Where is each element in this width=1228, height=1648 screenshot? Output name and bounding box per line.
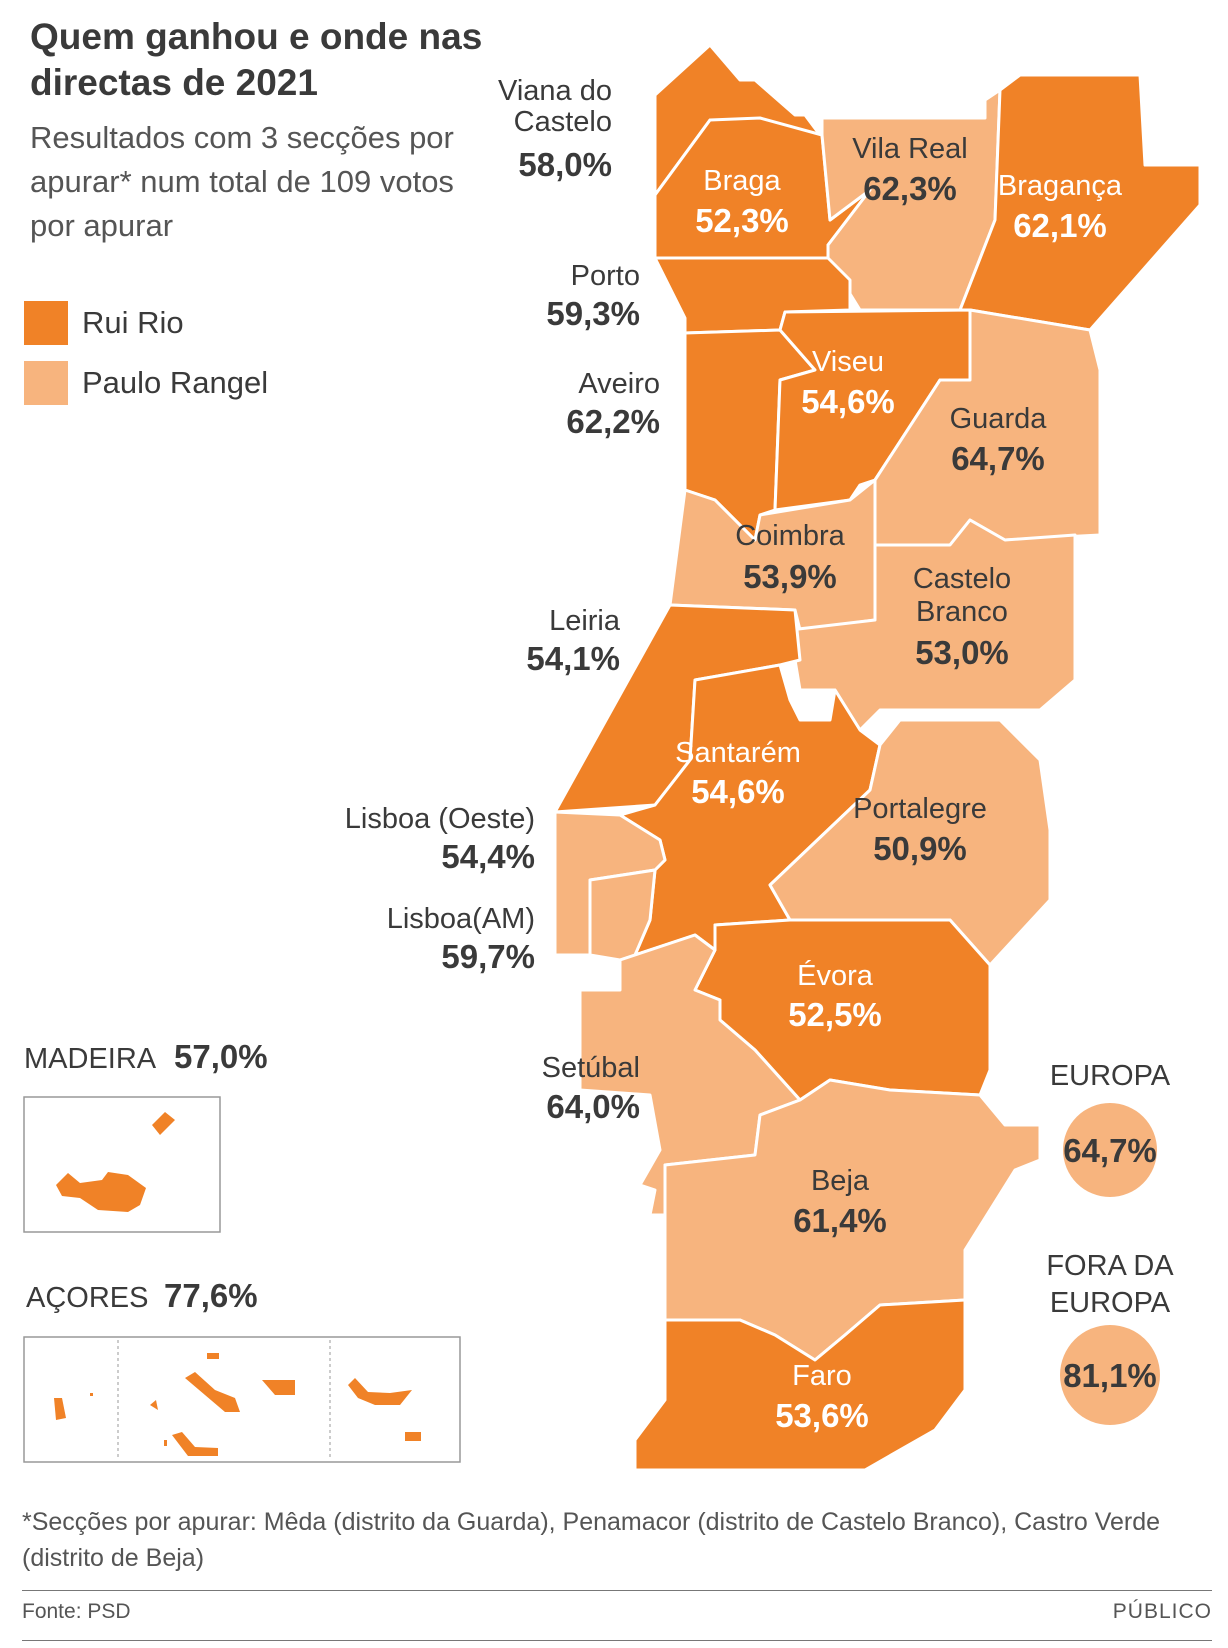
value-beja: 61,4% bbox=[793, 1202, 887, 1239]
label-viana-line2: Castelo bbox=[514, 106, 612, 138]
label-vila-real: Vila Real bbox=[852, 133, 968, 165]
legend: Rui Rio Paulo Rangel bbox=[24, 300, 268, 420]
value-coimbra: 53,9% bbox=[743, 558, 837, 595]
label-viana-line1: Viana do bbox=[498, 75, 612, 107]
value-braga: 52,3% bbox=[695, 202, 789, 239]
legend-swatch-rui-rio bbox=[24, 301, 68, 345]
europa-value: 64,7% bbox=[1063, 1132, 1157, 1169]
acores-islands[interactable] bbox=[54, 1353, 421, 1456]
label-lisboa-am: Lisboa(AM) bbox=[387, 903, 535, 935]
legend-label-rui-rio: Rui Rio bbox=[82, 305, 184, 340]
footer-rule-top bbox=[22, 1590, 1212, 1591]
value-faro: 53,6% bbox=[775, 1397, 869, 1434]
district-labels: Viana do Castelo 58,0% Braga 52,3% Vila … bbox=[345, 75, 1123, 1434]
label-aveiro: Aveiro bbox=[578, 368, 660, 400]
chart-title: Quem ganhou e onde nas directas de 2021 bbox=[30, 16, 483, 103]
madeira-value: 57,0% bbox=[174, 1038, 268, 1075]
value-guarda: 64,7% bbox=[951, 440, 1045, 477]
value-santarem: 54,6% bbox=[691, 773, 785, 810]
abroad-europa: EUROPA 64,7% bbox=[1050, 1060, 1171, 1197]
label-castelo-branco-line2: Branco bbox=[916, 596, 1008, 628]
europa-title: EUROPA bbox=[1050, 1060, 1171, 1092]
footnote: *Secções por apurar: Mêda (distrito da G… bbox=[22, 1508, 1161, 1572]
fora-circle[interactable] bbox=[1060, 1325, 1160, 1425]
portugal-map: Viana do Castelo 58,0% Braga 52,3% Vila … bbox=[23, 43, 1202, 1472]
value-leiria: 54,1% bbox=[526, 640, 620, 677]
label-setubal: Setúbal bbox=[542, 1052, 640, 1084]
label-santarem: Santarém bbox=[675, 737, 801, 769]
value-castelo-branco: 53,0% bbox=[915, 634, 1009, 671]
label-leiria: Leiria bbox=[549, 605, 621, 637]
madeira-frame bbox=[23, 1096, 221, 1233]
district-braganca[interactable] bbox=[958, 73, 1202, 332]
legend-label-paulo-rangel: Paulo Rangel bbox=[82, 365, 269, 400]
label-portalegre: Portalegre bbox=[853, 793, 987, 825]
label-castelo-branco-line1: Castelo bbox=[913, 563, 1011, 595]
value-aveiro: 62,2% bbox=[566, 403, 660, 440]
label-guarda: Guarda bbox=[950, 403, 1048, 435]
value-evora: 52,5% bbox=[788, 996, 882, 1033]
label-beja: Beja bbox=[811, 1165, 870, 1197]
madeira-inset: MADEIRA 57,0% bbox=[23, 1038, 268, 1233]
footer-rule-bottom bbox=[22, 1640, 1212, 1641]
fora-value: 81,1% bbox=[1063, 1357, 1157, 1394]
legend-item-paulo-rangel: Paulo Rangel bbox=[24, 360, 268, 406]
chart-subtitle: Resultados com 3 secções por apurar* num… bbox=[30, 120, 454, 243]
madeira-island-shape[interactable] bbox=[56, 1172, 146, 1212]
value-lisboa-am: 59,7% bbox=[441, 938, 535, 975]
europa-circle[interactable] bbox=[1063, 1103, 1157, 1197]
value-vila-real: 62,3% bbox=[863, 170, 957, 207]
madeira-title: MADEIRA bbox=[24, 1043, 157, 1075]
value-braganca: 62,1% bbox=[1013, 207, 1107, 244]
district-faro[interactable] bbox=[633, 1298, 967, 1472]
label-lisboa-oeste: Lisboa (Oeste) bbox=[345, 803, 535, 835]
value-viana: 58,0% bbox=[518, 146, 612, 183]
label-faro: Faro bbox=[792, 1360, 852, 1392]
label-braga: Braga bbox=[703, 165, 781, 197]
label-porto: Porto bbox=[571, 260, 640, 292]
source-credit: Fonte: PSD bbox=[22, 1600, 131, 1623]
legend-swatch-paulo-rangel bbox=[24, 361, 68, 405]
value-portalegre: 50,9% bbox=[873, 830, 967, 867]
abroad-fora: FORA DA EUROPA 81,1% bbox=[1046, 1250, 1174, 1425]
legend-item-rui-rio: Rui Rio bbox=[24, 300, 268, 346]
acores-title: AÇORES bbox=[26, 1282, 148, 1314]
fora-title-line1: FORA DA bbox=[1046, 1250, 1174, 1282]
value-porto: 59,3% bbox=[546, 295, 640, 332]
acores-value: 77,6% bbox=[164, 1277, 258, 1314]
value-lisboa-oeste: 54,4% bbox=[441, 838, 535, 875]
label-evora: Évora bbox=[797, 959, 874, 992]
label-braganca: Bragança bbox=[998, 170, 1123, 202]
label-viseu: Viseu bbox=[812, 346, 884, 378]
label-coimbra: Coimbra bbox=[735, 520, 845, 552]
acores-inset: AÇORES 77,6% bbox=[23, 1277, 461, 1463]
value-viseu: 54,6% bbox=[801, 383, 895, 420]
fora-title-line2: EUROPA bbox=[1050, 1287, 1171, 1319]
value-setubal: 64,0% bbox=[546, 1088, 640, 1125]
brand-logo-text: PÚBLICO bbox=[1112, 1600, 1212, 1623]
porto-santo-island-shape[interactable] bbox=[152, 1112, 175, 1135]
